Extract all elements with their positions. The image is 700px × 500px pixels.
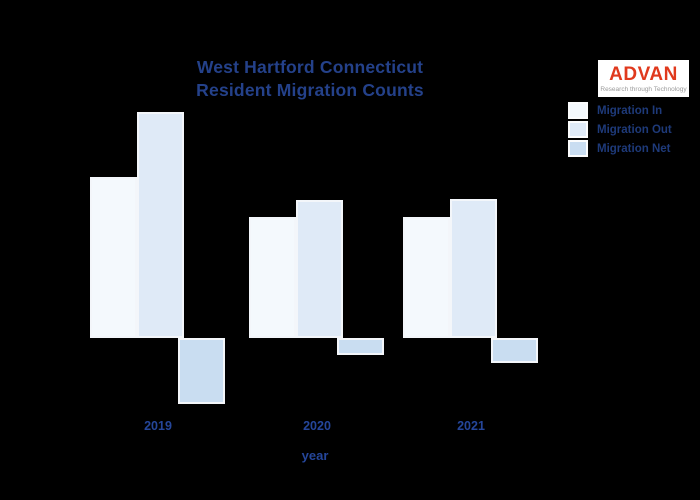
bar-migration-out-2020: [296, 200, 343, 338]
legend-swatch-migration-net: [568, 140, 588, 157]
legend: Migration In Migration Out Migration Net: [568, 101, 672, 158]
chart-title-line1: West Hartford Connecticut: [196, 57, 424, 77]
legend-label: Migration Out: [597, 123, 672, 136]
x-tick-label-2019: 2019: [144, 419, 172, 433]
legend-item-migration-net: Migration Net: [568, 139, 672, 158]
bar-migration-net-2020: [337, 338, 384, 355]
x-tick-label-2021: 2021: [457, 419, 485, 433]
chart-title: West Hartford Connecticut Resident Migra…: [110, 56, 510, 102]
bar-migration-out-2019: [137, 112, 184, 338]
x-axis-title: year: [301, 448, 329, 463]
bar-migration-in-2019: [90, 177, 137, 338]
bar-migration-out-2021: [450, 199, 497, 338]
chart-title-line2: Resident Migration Counts: [196, 80, 424, 101]
advan-logo-text: ADVAN: [609, 63, 678, 85]
legend-label: Migration In: [597, 104, 663, 117]
legend-item-migration-in: Migration In: [568, 101, 672, 120]
x-tick-label-2020: 2020: [303, 419, 331, 433]
legend-label: Migration Net: [597, 142, 671, 155]
advan-logo: ADVAN Research through Technology: [598, 60, 689, 97]
legend-swatch-migration-out: [568, 121, 588, 138]
bar-migration-net-2019: [178, 338, 225, 404]
legend-swatch-migration-in: [568, 102, 588, 119]
bar-migration-in-2021: [403, 217, 450, 338]
legend-item-migration-out: Migration Out: [568, 120, 672, 139]
bar-migration-in-2020: [249, 217, 296, 338]
advan-logo-tagline: Research through Technology: [600, 85, 687, 93]
bar-migration-net-2021: [491, 338, 538, 363]
